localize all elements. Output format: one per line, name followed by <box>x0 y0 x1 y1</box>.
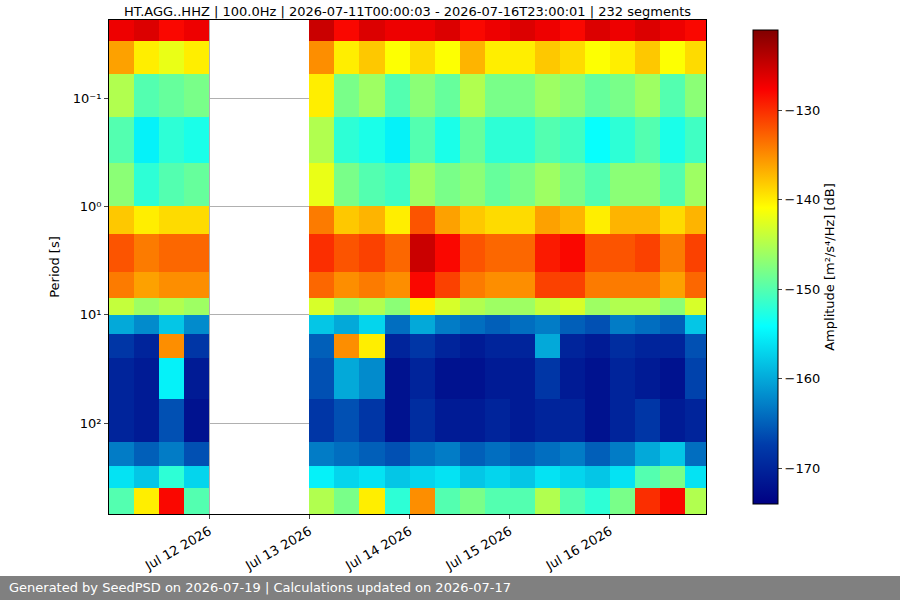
html-text:Generated by SeedPSD on 2026-0: Generated by SeedPSD on 2026-07-19 | Cal… <box>9 580 511 595</box>
svg-text:−170: −170 <box>785 461 821 476</box>
svg-text:Jul 14 2026: Jul 14 2026 <box>342 523 414 573</box>
svg-text:−130: −130 <box>785 103 821 118</box>
svg-text:10¹: 10¹ <box>80 307 102 322</box>
svg-text:HT.AGG..HHZ | 100.0Hz | 2026-0: HT.AGG..HHZ | 100.0Hz | 2026-07-11T00:00… <box>124 4 691 19</box>
svg-text:Jul 15 2026: Jul 15 2026 <box>442 523 514 573</box>
svg-text:−150: −150 <box>785 282 821 297</box>
svg-text:Period [s]: Period [s] <box>47 236 62 298</box>
svg-text:Amplitude [m²/s⁴/Hz] [dB]: Amplitude [m²/s⁴/Hz] [dB] <box>822 183 837 351</box>
svg-text:Jul 13 2026: Jul 13 2026 <box>242 523 314 573</box>
svg-text:−160: −160 <box>785 371 821 386</box>
svg-text:10⁰: 10⁰ <box>80 199 102 214</box>
svg-text:10⁻¹: 10⁻¹ <box>73 91 102 106</box>
svg-text:Jul 12 2026: Jul 12 2026 <box>142 523 214 573</box>
svg-text:10²: 10² <box>80 416 102 431</box>
svg-text:Jul 16 2026: Jul 16 2026 <box>543 523 615 573</box>
svg-text:−140: −140 <box>785 192 821 207</box>
